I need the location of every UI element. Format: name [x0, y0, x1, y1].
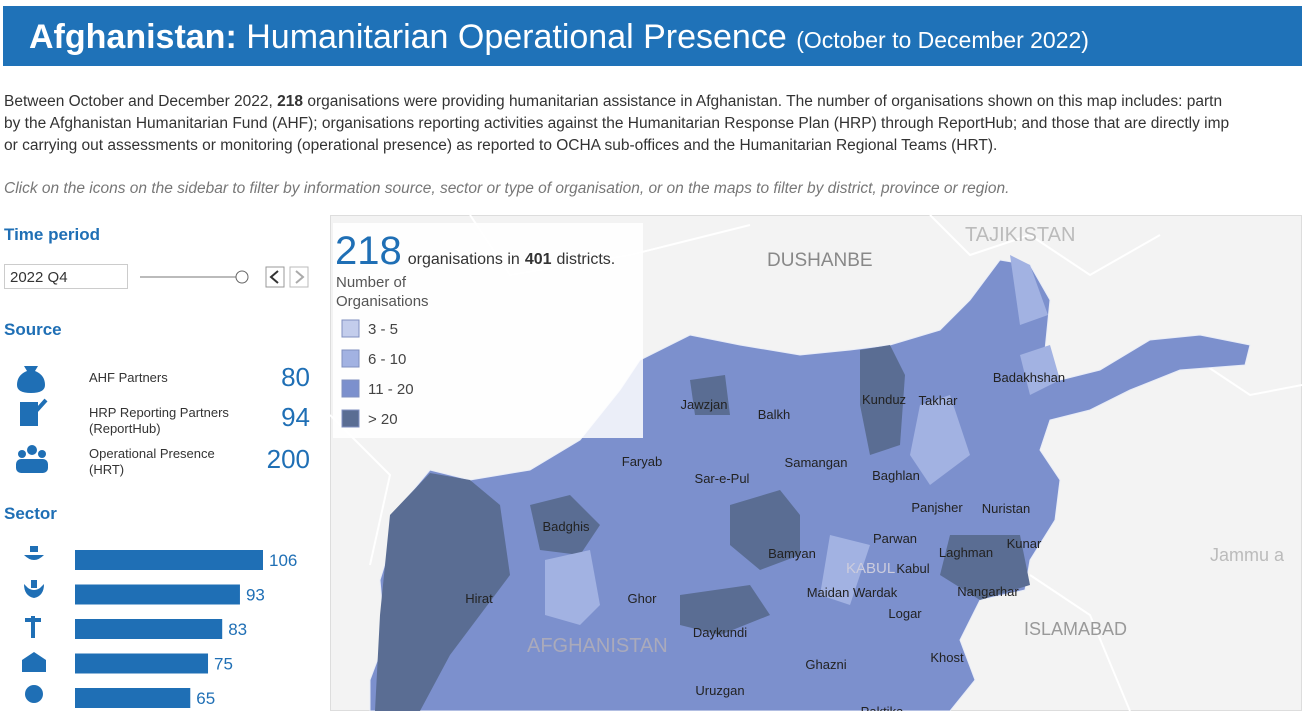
sector-value: 93 — [246, 586, 265, 605]
sector-value: 65 — [196, 689, 215, 708]
legend-label: 6 - 10 — [368, 351, 406, 368]
light-districts[interactable] — [545, 255, 1060, 625]
province-label: Kunduz — [862, 392, 906, 407]
title-bold: Afghanistan: — [29, 18, 237, 56]
province-label: Laghman — [939, 545, 993, 560]
prev-button[interactable] — [265, 266, 285, 288]
province-label: Ghazni — [805, 657, 846, 672]
province-label: Badakhshan — [993, 370, 1065, 385]
legend-swatch — [341, 319, 360, 338]
source-icons — [16, 366, 48, 473]
sector-bar[interactable] — [75, 653, 209, 674]
province-label: Jawzjan — [681, 397, 728, 412]
province-label: Daykundi — [693, 625, 747, 640]
legend-label: 11 - 20 — [368, 381, 414, 398]
district-text: districts. — [557, 251, 616, 268]
sector-value: 75 — [214, 655, 233, 674]
total-line: 218 organisations in 401 districts. — [335, 229, 615, 273]
province-label: Kabul — [896, 561, 929, 576]
province-label: Hirat — [465, 591, 493, 606]
legend-title-line: Number of — [336, 274, 407, 291]
province-label: Ghor — [628, 591, 658, 606]
source-count[interactable]: 200 — [266, 444, 310, 474]
sector-bar[interactable] — [75, 584, 240, 605]
intro-line: by the Afghanistan Humanitarian Fund (AH… — [4, 115, 1230, 132]
legend-label: 3 - 5 — [368, 321, 398, 338]
province-label: Sar-e-Pul — [695, 471, 750, 486]
source-count[interactable]: 80 — [281, 362, 310, 392]
province-label: Khost — [930, 650, 964, 665]
next-button[interactable] — [289, 266, 309, 288]
intro-line: or carrying out assessments or monitorin… — [4, 137, 998, 154]
province-label: Paktika — [861, 704, 904, 711]
section-heading: Time period — [4, 225, 101, 244]
place-label: TAJIKISTAN — [965, 224, 1075, 246]
icon-people[interactable] — [16, 445, 48, 473]
title: Afghanistan: Humanitarian Operational Pr… — [29, 18, 1089, 57]
province-label: Balkh — [758, 407, 791, 422]
time-select[interactable]: 2022 Q4 — [4, 264, 128, 289]
next-icon — [295, 270, 305, 284]
province-label: Faryab — [622, 454, 662, 469]
sector-icons[interactable] — [22, 546, 46, 703]
map[interactable]: 218 organisations in 401 districts. Number o… — [330, 215, 1302, 711]
place-label: KABUL — [846, 560, 895, 577]
province-label: Bamyan — [768, 546, 816, 561]
icon-pen — [26, 398, 48, 422]
intro-text: organisations were providing humanitaria… — [307, 93, 1223, 110]
sector-bar[interactable] — [75, 688, 191, 708]
place-label: ISLAMABAD — [1024, 619, 1127, 639]
source-label: AHF Partners — [89, 370, 168, 385]
hint: Click on the icons on the sidebar to fil… — [4, 180, 1010, 197]
legend-swatch — [341, 349, 360, 368]
sector-bar[interactable] — [75, 550, 263, 570]
icon-money[interactable] — [17, 366, 45, 393]
sector-value: 106 — [269, 551, 297, 570]
intro-count: 218 — [277, 93, 304, 110]
source-label: HRP Reporting Partners (ReportHub) — [89, 405, 229, 436]
header-bar: Afghanistan: Humanitarian Operational Pr… — [3, 6, 1302, 66]
total-text: organisations in — [408, 251, 520, 268]
sector-value: 83 — [228, 620, 247, 639]
province-label: Panjsher — [911, 500, 963, 515]
province-label: Parwan — [873, 531, 917, 546]
province-label: Uruzgan — [695, 683, 744, 698]
dark-districts[interactable] — [375, 345, 1030, 711]
province-label: Nuristan — [982, 501, 1030, 516]
place-label: AFGHANISTAN — [527, 635, 668, 657]
total-count: 218 — [335, 229, 402, 273]
slider-thumb[interactable] — [235, 270, 249, 284]
prev-icon — [269, 270, 279, 284]
section-heading: Sector — [4, 504, 57, 523]
place-label: DUSHANBE — [767, 250, 873, 271]
place-label: Jammu a — [1210, 545, 1285, 565]
legend-title: Number of Organisations — [336, 274, 429, 310]
title-period: (October to December 2022) — [796, 27, 1089, 53]
legend-panel — [333, 223, 643, 438]
title-text: Humanitarian Operational Presence — [246, 18, 787, 56]
source-label: Operational Presence (HRT) — [89, 446, 215, 477]
legend-label: > 20 — [368, 411, 398, 428]
province-label: Maidan Wardak — [807, 585, 898, 600]
district-count: 401 — [525, 251, 552, 268]
icon-report[interactable] — [20, 402, 38, 426]
intro-text: Between October and December 2022, — [4, 93, 273, 110]
intro-line: Between October and December 2022, 218 o… — [4, 93, 1222, 111]
section-heading: Source — [4, 320, 62, 339]
province-label: Logar — [888, 606, 922, 621]
province-label: Kunar — [1007, 536, 1042, 551]
province-label: Baghlan — [872, 468, 920, 483]
sector-bar[interactable] — [75, 619, 223, 639]
legend-swatch — [341, 379, 360, 398]
province-label: Badghis — [543, 519, 590, 534]
legend-title-line: Organisations — [336, 293, 429, 310]
legend-swatch — [341, 409, 360, 428]
province-label: Samangan — [785, 455, 848, 470]
province-label: Takhar — [918, 393, 958, 408]
source-count[interactable]: 94 — [281, 402, 310, 432]
province-label: Nangarhar — [957, 584, 1019, 599]
time-slider[interactable] — [136, 264, 316, 294]
